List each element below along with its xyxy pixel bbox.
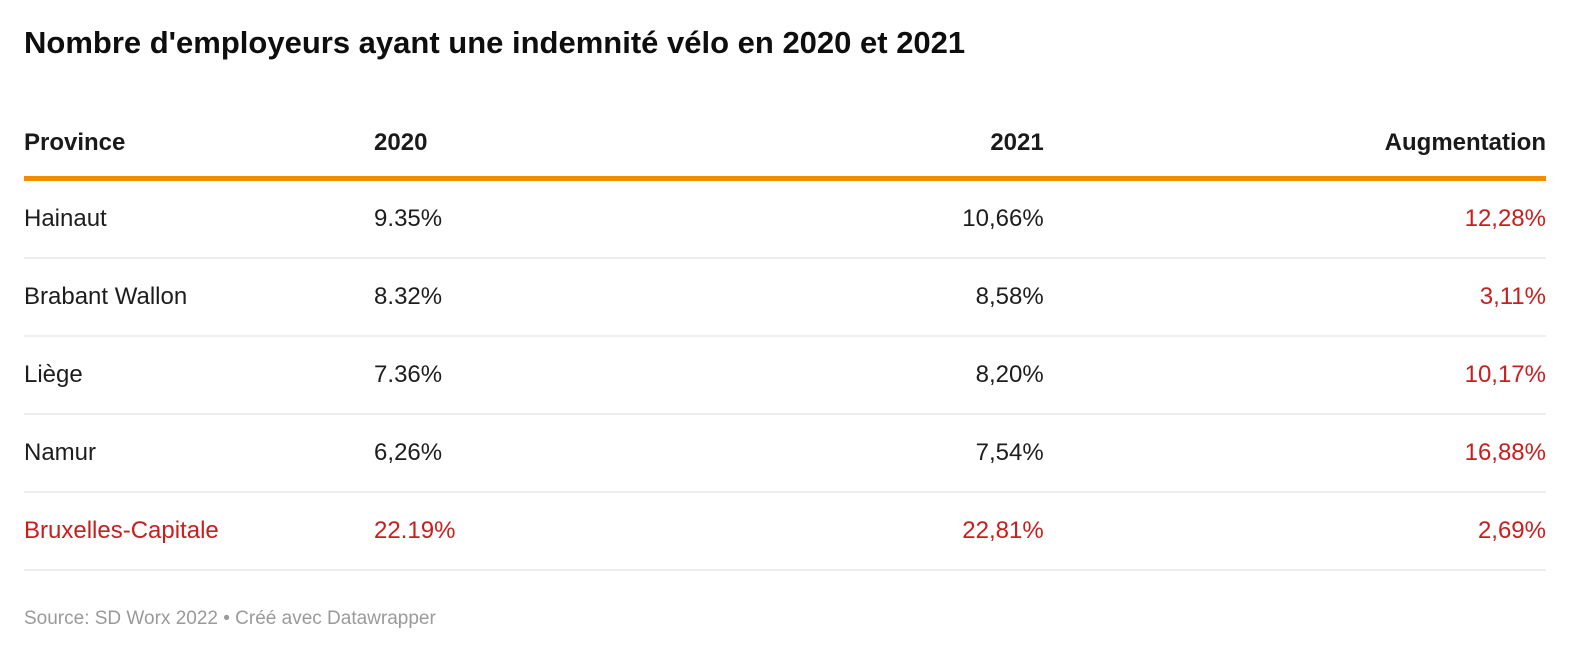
col-header-province: Province: [24, 118, 375, 181]
cell-province: Liège: [24, 336, 375, 415]
cell-augmentation: 12,28%: [1043, 178, 1546, 259]
cell-2021: 10,66%: [693, 178, 1044, 259]
cell-2020: 7.36%: [374, 336, 694, 415]
chart-title: Nombre d'employeurs ayant une indemnité …: [24, 25, 966, 60]
cell-province: Bruxelles-Capitale: [24, 492, 375, 571]
cell-province: Namur: [24, 414, 375, 493]
cell-augmentation: 2,69%: [1043, 492, 1546, 571]
table-row-liege: Liège 7.36% 8,20% 10,17%: [24, 336, 1546, 415]
table-row-namur: Namur 6,26% 7,54% 16,88%: [24, 414, 1546, 493]
table-row-hainaut: Hainaut 9.35% 10,66% 12,28%: [24, 178, 1546, 259]
cell-2020: 22.19%: [374, 492, 694, 571]
cell-augmentation: 3,11%: [1043, 258, 1546, 337]
table-body: Hainaut 9.35% 10,66% 12,28% Brabant Wall…: [24, 178, 1546, 571]
cell-2020: 8.32%: [374, 258, 694, 337]
cell-province: Hainaut: [24, 178, 375, 259]
cell-2021: 22,81%: [693, 492, 1044, 571]
col-header-2021: 2021: [693, 118, 1044, 181]
cell-2020: 6,26%: [374, 414, 694, 493]
table-row-bruxelles-capitale: Bruxelles-Capitale 22.19% 22,81% 2,69%: [24, 492, 1546, 571]
col-header-augmentation: Augmentation: [1043, 118, 1546, 181]
cell-2021: 8,20%: [693, 336, 1044, 415]
cell-2020: 9.35%: [374, 178, 694, 259]
table-header: Province 2020 2021 Augmentation: [24, 118, 1546, 181]
cell-2021: 7,54%: [693, 414, 1044, 493]
col-header-2020: 2020: [374, 118, 694, 181]
province-indemnity-table: Province 2020 2021 Augmentation Hainaut …: [24, 118, 1546, 571]
cell-2021: 8,58%: [693, 258, 1044, 337]
cell-province: Brabant Wallon: [24, 258, 375, 337]
table-row-brabant-wallon: Brabant Wallon 8.32% 8,58% 3,11%: [24, 258, 1546, 337]
cell-augmentation: 10,17%: [1043, 336, 1546, 415]
cell-augmentation: 16,88%: [1043, 414, 1546, 493]
source-attribution: Source: SD Worx 2022 • Créé avec Datawra…: [24, 608, 436, 629]
header-row: Province 2020 2021 Augmentation: [24, 118, 1546, 181]
